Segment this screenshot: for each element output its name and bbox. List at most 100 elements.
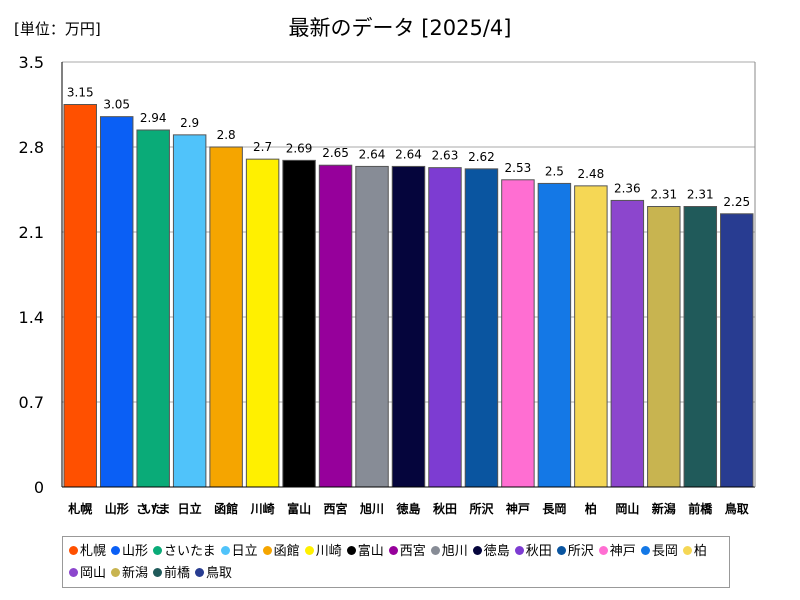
legend-label: 柏	[693, 544, 707, 559]
value-label-4: 2.8	[217, 128, 236, 142]
x-tick-label-11: 所沢	[469, 501, 494, 516]
legend-label: 川崎	[315, 544, 342, 559]
value-label-12: 2.53	[505, 161, 532, 175]
y-tick-label-0: 0	[34, 478, 44, 497]
bar-13	[537, 182, 572, 488]
legend-swatch	[153, 546, 163, 555]
x-tick-label-7: 西宮	[324, 501, 348, 516]
value-label-6: 2.69	[286, 141, 313, 155]
legend-item: 山形	[111, 541, 148, 563]
legend-swatch	[430, 546, 440, 555]
legend-swatch	[153, 568, 163, 577]
bar-15	[610, 199, 645, 488]
legend-label: 西宮	[399, 544, 426, 559]
legend-item: 徳島	[472, 541, 510, 563]
value-label-13: 2.5	[545, 164, 564, 178]
bar-16	[647, 206, 681, 488]
legend-label: 岡山	[80, 566, 107, 581]
legend-item: 日立	[220, 541, 258, 563]
legend-item: 前橋	[153, 563, 190, 585]
bar-14	[574, 185, 608, 488]
bar-12	[501, 179, 535, 488]
bar-1	[99, 116, 134, 488]
legend-item: 秋田	[514, 541, 552, 563]
value-label-8: 2.64	[359, 147, 386, 161]
chart-title: 最新のデータ [2025/4]	[288, 16, 512, 40]
legend-item: 川崎	[304, 541, 342, 563]
value-label-11: 2.62	[468, 150, 495, 164]
legend-item: さいたま	[153, 541, 216, 563]
bar-8	[355, 165, 389, 488]
legend-swatch	[69, 546, 78, 555]
legend-swatch	[388, 546, 398, 555]
legend-swatch	[640, 546, 650, 555]
bar-4	[209, 146, 243, 488]
legend-label: さいたま	[164, 544, 216, 559]
unit-label: [単位：万円]	[14, 20, 101, 38]
legend-label: 前橋	[164, 566, 191, 581]
x-tick-label-8: 旭川	[359, 501, 384, 516]
value-label-16: 2.31	[650, 188, 677, 202]
bar-9	[391, 165, 426, 488]
bar-11	[464, 168, 499, 488]
x-tick-label-3: 日立	[178, 501, 202, 516]
legend-item: 長岡	[640, 541, 678, 563]
legend-swatch	[514, 546, 524, 555]
x-tick-label-13: 長岡	[542, 501, 566, 516]
bar-0	[63, 104, 97, 488]
legend-item: 鳥取	[195, 563, 232, 585]
x-tick-label-9: 徳島	[395, 501, 420, 516]
legend-label: 新潟	[122, 566, 149, 581]
bar-7	[318, 164, 353, 488]
value-label-5: 2.7	[253, 140, 272, 154]
legend-label: 鳥取	[206, 566, 233, 581]
legend-label: 山形	[122, 544, 149, 559]
y-tick-label-2: 1.4	[19, 308, 44, 327]
x-tick-label-6: 富山	[287, 501, 311, 516]
x-tick-label-18: 鳥取	[725, 501, 749, 516]
value-label-14: 2.48	[578, 167, 605, 181]
x-tick-label-4: 函館	[214, 501, 238, 516]
legend-item: 柏	[682, 541, 707, 563]
legend-swatch	[682, 546, 692, 555]
legend-swatch	[598, 546, 608, 555]
bar-5	[245, 158, 280, 488]
y-tick-label-4: 2.8	[19, 138, 44, 157]
value-label-10: 2.63	[432, 149, 459, 163]
value-label-2: 2.94	[140, 111, 167, 125]
x-tick-label-16: 新潟	[652, 501, 676, 516]
legend-label: 日立	[231, 544, 258, 559]
x-tick-label-14: 柏	[585, 501, 597, 516]
legend-item: 新潟	[111, 563, 148, 585]
legend-swatch	[220, 546, 230, 555]
value-label-1: 3.05	[103, 98, 130, 112]
legend-item: 西宮	[388, 541, 426, 563]
legend-swatch	[556, 546, 566, 555]
legend-label: 富山	[357, 544, 384, 559]
legend-label: 秋田	[525, 544, 552, 559]
legend-label: 函館	[273, 544, 300, 559]
legend-swatch	[262, 546, 272, 555]
legend-item: 所沢	[556, 541, 594, 563]
legend: 札幌 山形 さいたま 日立 函館 川崎 富山 西宮 旭川 徳島 秋田 所沢 神戸 長岡 柏岡山 新潟 前橋 鳥取	[62, 536, 730, 588]
legend-swatch	[346, 546, 356, 555]
x-tick-label-2: さいたま	[136, 502, 170, 516]
value-label-3: 2.9	[180, 116, 199, 130]
x-tick-label-17: 前橋	[688, 501, 713, 516]
bar-chart: 3.15 3.05 2.94 2.9 2.8 2.7 2.69 2.65 2.64 2.64 2.6…	[19, 53, 756, 516]
axes: 0 0.7 1.4 2.1 2.8 3.5 札幌 山形 さいたま 日立 函館 川崎 富山 西宮 旭川 徳島 秋田…	[19, 53, 756, 516]
legend-item: 岡山	[69, 563, 106, 585]
bar-17	[683, 206, 718, 488]
legend-item: 札幌	[69, 541, 106, 563]
legend-swatch	[195, 568, 205, 577]
bar-10	[428, 167, 462, 488]
legend-label: 所沢	[567, 544, 594, 559]
legend-swatch	[304, 546, 314, 555]
y-tick-label-1: 0.7	[19, 393, 44, 412]
legend-label: 札幌	[80, 544, 107, 559]
y-tick-label-5: 3.5	[19, 53, 44, 72]
legend-swatch	[69, 568, 78, 577]
legend-item: 函館	[262, 541, 300, 563]
bar-3	[172, 134, 207, 488]
legend-label: 徳島	[483, 544, 510, 559]
